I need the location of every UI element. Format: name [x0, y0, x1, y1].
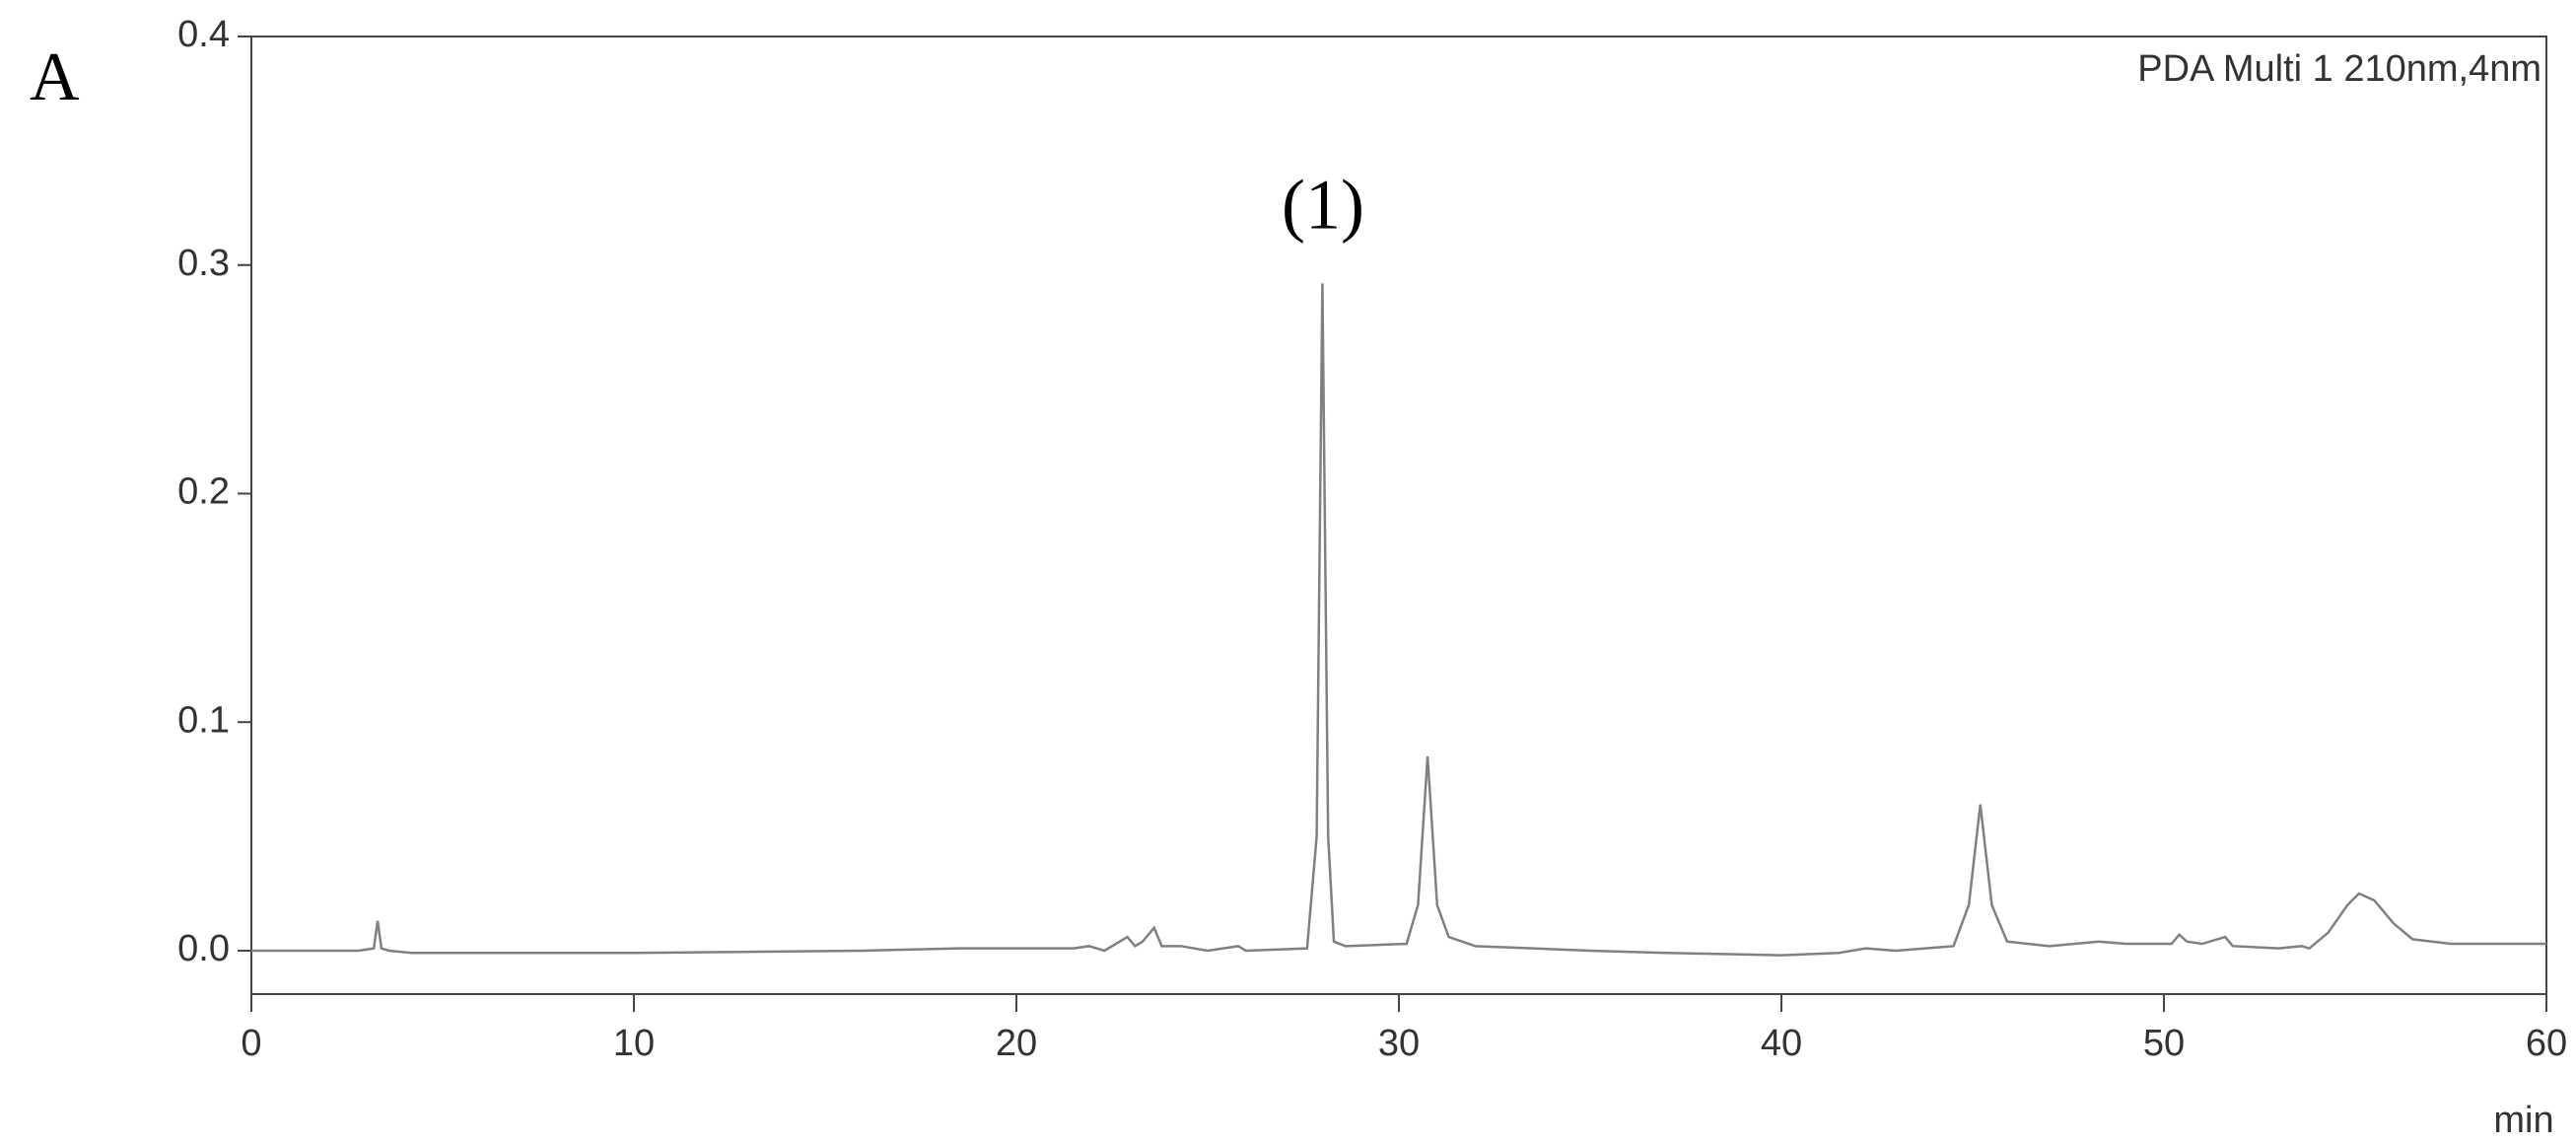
x-tick-label: 60 — [2526, 1023, 2567, 1064]
panel-label: A — [30, 39, 80, 115]
x-tick-label: 0 — [241, 1023, 261, 1064]
plot-frame — [250, 36, 2547, 995]
x-axis-label: min — [2493, 1100, 2553, 1141]
x-tick-label: 30 — [1378, 1023, 1420, 1064]
x-tick-label: 10 — [613, 1023, 655, 1064]
chromatogram-line — [251, 283, 2546, 957]
y-tick-label: 0.2 — [177, 471, 230, 513]
x-tick-label: 40 — [1761, 1023, 1802, 1064]
y-tick-label: 0.1 — [177, 699, 230, 741]
y-tick-label: 0.3 — [177, 243, 230, 284]
y-tick-label: 0.0 — [177, 928, 230, 969]
chart-subtitle: PDA Multi 1 210nm,4nm — [2137, 48, 2541, 90]
y-tick-label: 0.4 — [177, 14, 230, 55]
peak-annotation: (1) — [1282, 166, 1364, 245]
x-tick-label: 50 — [2143, 1023, 2185, 1064]
x-tick-label: 20 — [996, 1023, 1037, 1064]
